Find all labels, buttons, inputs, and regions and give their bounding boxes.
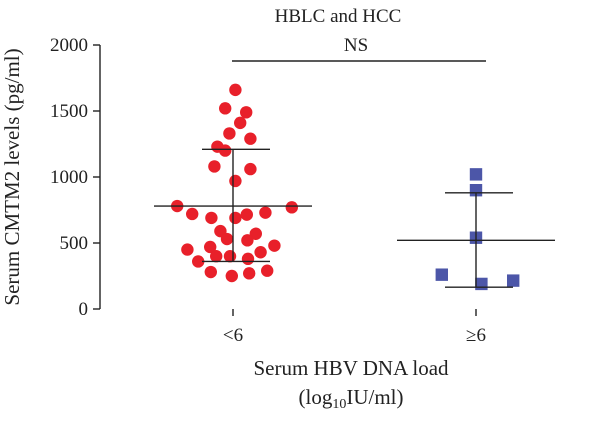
- data-point: [181, 243, 194, 256]
- group-lt6: [154, 83, 312, 283]
- data-point: [268, 239, 281, 252]
- data-point: [469, 168, 483, 181]
- y-tick-label: 0: [79, 299, 89, 320]
- data-point: [259, 206, 272, 219]
- data-point: [210, 250, 223, 263]
- data-point: [254, 246, 267, 259]
- data-point: [244, 162, 257, 176]
- data-point: [208, 160, 221, 173]
- y-tick-label: 1000: [50, 167, 88, 188]
- y-tick-label: 2000: [50, 35, 88, 56]
- data-point: [229, 211, 242, 225]
- data-point: [261, 264, 274, 277]
- data-groups: [154, 83, 555, 291]
- data-point: [240, 208, 253, 221]
- data-point: [223, 250, 237, 263]
- y-tick-label: 500: [60, 233, 89, 254]
- x-axis-label-line2: (log10IU/ml): [299, 385, 404, 412]
- data-point: [229, 83, 242, 97]
- y-axis-label: Serum CMTM2 levels (pg/ml): [0, 48, 24, 305]
- x-axis-label-pre: (log: [299, 385, 333, 409]
- data-point: [204, 240, 217, 254]
- data-point: [507, 274, 520, 287]
- data-point: [285, 201, 298, 214]
- data-point: [435, 268, 448, 281]
- data-point: [240, 106, 253, 119]
- data-point: [475, 277, 488, 291]
- x-tick-label: ≥6: [466, 325, 486, 346]
- x-axis-label-post: IU/ml): [346, 385, 403, 409]
- data-point: [243, 267, 256, 280]
- data-point: [244, 132, 257, 145]
- data-point: [225, 269, 238, 283]
- x-tick-label: <6: [223, 325, 243, 346]
- data-point: [219, 102, 232, 115]
- data-point: [219, 144, 232, 157]
- chart-title: HBLC and HCC: [275, 6, 402, 27]
- x-axis-ticks: <6 ≥6: [223, 309, 486, 346]
- x-axis-label-line1: Serum HBV DNA load: [253, 356, 449, 380]
- data-point: [186, 207, 199, 221]
- data-point: [205, 211, 218, 225]
- data-point: [234, 116, 247, 130]
- data-point: [192, 255, 205, 268]
- data-point: [241, 234, 254, 247]
- data-point: [223, 127, 236, 140]
- group-ge6: [397, 168, 555, 291]
- data-point: [220, 232, 234, 246]
- data-point: [204, 265, 217, 279]
- data-point: [229, 174, 242, 188]
- y-axis-ticks: 0 500 1000 1500 2000: [50, 35, 100, 320]
- significance-label: NS: [344, 35, 368, 56]
- x-axis-label-sub: 10: [332, 397, 346, 412]
- y-tick-label: 1500: [50, 101, 88, 122]
- data-point: [241, 252, 255, 266]
- data-point: [249, 227, 262, 240]
